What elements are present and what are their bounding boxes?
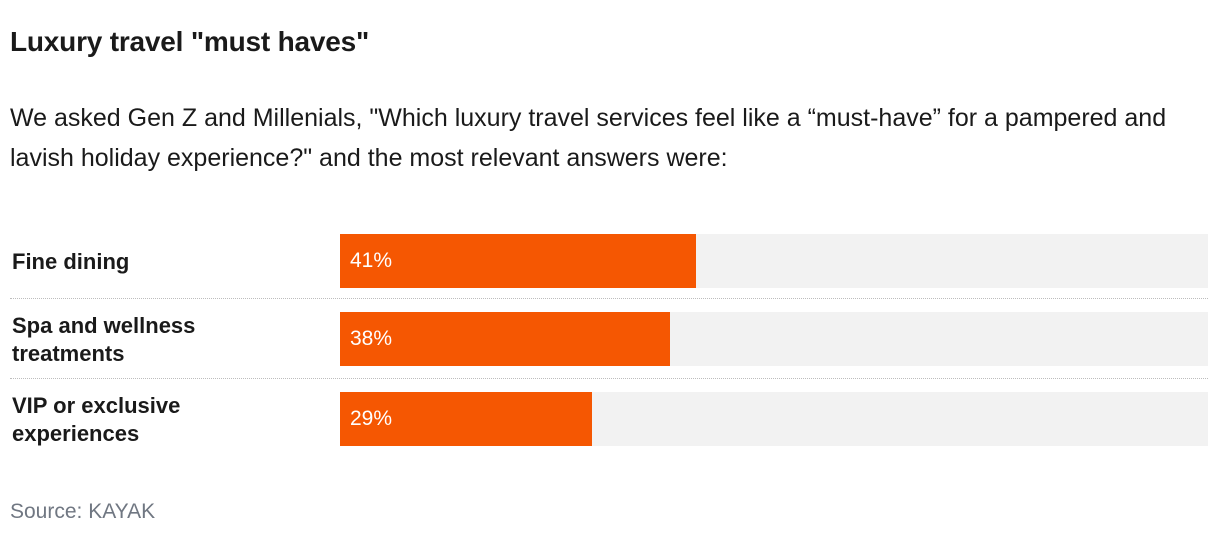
- category-label-spa-wellness: Spa and wellness treatments: [12, 312, 302, 368]
- category-label-line: VIP or exclusive: [12, 393, 181, 418]
- chart-subtitle: We asked Gen Z and Millenials, "Which lu…: [10, 104, 1167, 172]
- bar-vip: 29%: [340, 392, 592, 446]
- category-label-line: Spa and wellness: [12, 313, 196, 338]
- source-note: Source: KAYAK: [10, 500, 156, 523]
- bar-spa-wellness: 38%: [340, 312, 670, 366]
- bar-fine-dining: 41%: [340, 234, 696, 288]
- category-label-vip: VIP or exclusive experiences: [12, 392, 302, 448]
- bar-track: 29%: [340, 392, 1208, 446]
- value-label-spa-wellness: 38%: [350, 327, 393, 350]
- bar-chart: Fine dining 41% Spa and wellness treatme…: [0, 232, 1220, 452]
- row-divider: [10, 378, 1208, 379]
- row-divider: [10, 298, 1208, 299]
- bar-row-spa-wellness: Spa and wellness treatments 38%: [0, 312, 1220, 368]
- value-label-fine-dining: 41%: [350, 249, 393, 272]
- chart-title: Luxury travel "must haves": [10, 26, 370, 57]
- category-label-line: experiences: [12, 421, 140, 446]
- bar-track: 38%: [340, 312, 1208, 366]
- category-label-line: Fine dining: [12, 249, 130, 274]
- category-label-fine-dining: Fine dining: [12, 248, 302, 276]
- bar-row-fine-dining: Fine dining 41%: [0, 234, 1220, 290]
- bar-track: 41%: [340, 234, 1208, 288]
- category-label-line: treatments: [12, 341, 125, 366]
- value-label-vip: 29%: [350, 407, 393, 430]
- bar-row-vip: VIP or exclusive experiences 29%: [0, 392, 1220, 448]
